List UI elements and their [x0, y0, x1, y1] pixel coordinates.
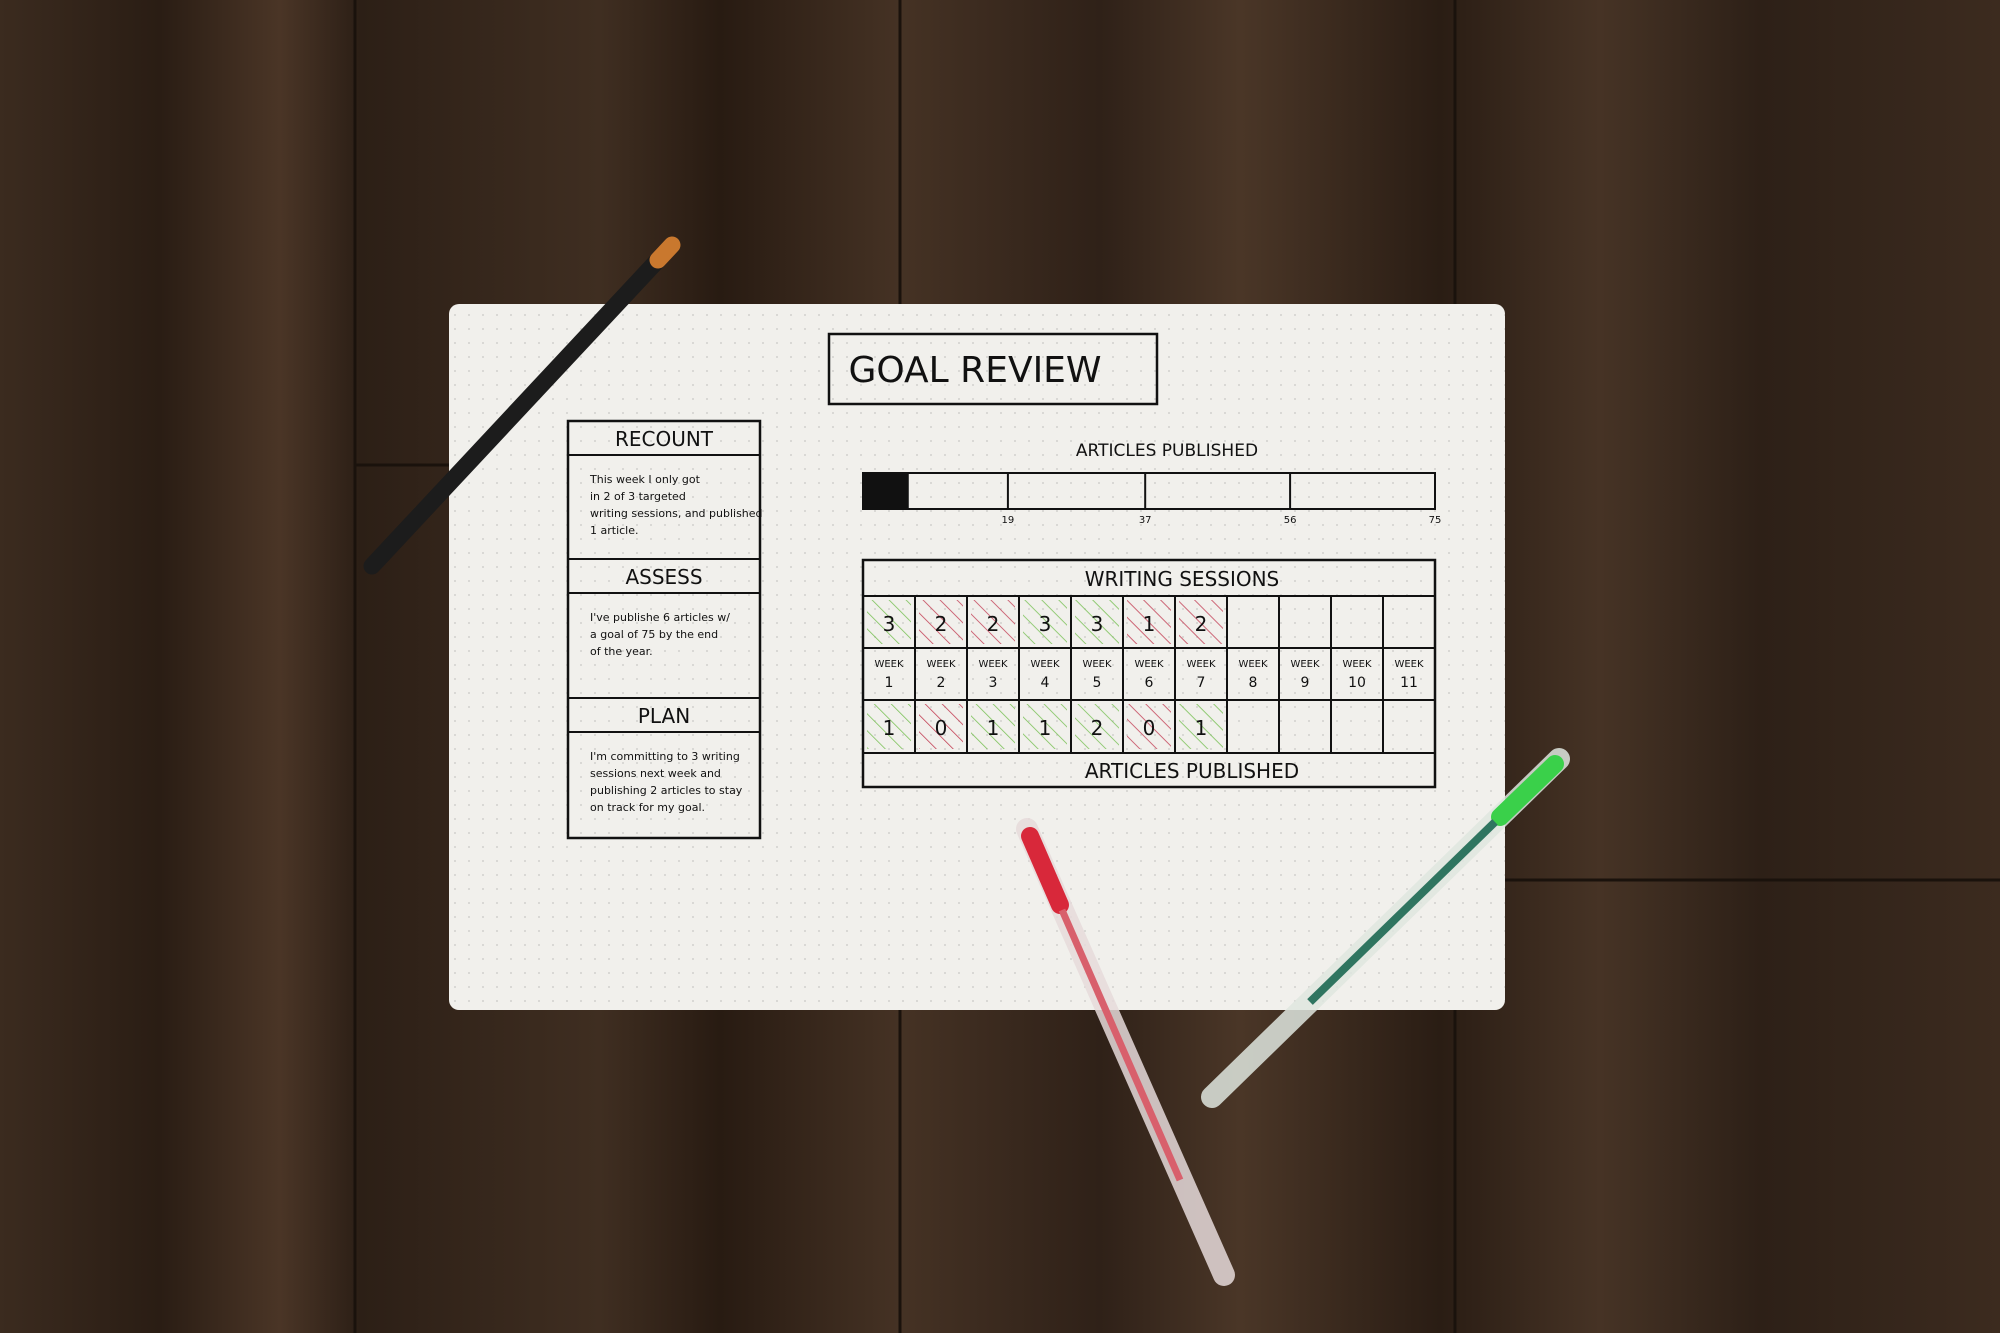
title-box: GOAL REVIEW: [827, 332, 1159, 406]
paper-sheet: [449, 304, 1505, 1010]
week-label: WEEK: [1342, 659, 1372, 670]
week-number: 5: [1093, 675, 1102, 691]
section-body-line: on track for my goal.: [590, 801, 705, 814]
progress-tick-label: 19: [1002, 515, 1015, 526]
article-count: 1: [1195, 716, 1208, 740]
section-body-line: I'm committing to 3 writing: [590, 750, 740, 763]
progress-chart: ARTICLES PUBLISHED 19 37 56 75: [862, 441, 1442, 526]
week-number: 4: [1041, 675, 1050, 691]
session-hatch-missed: [1127, 600, 1171, 644]
week-number: 2: [937, 675, 946, 691]
article-count: 2: [1091, 716, 1104, 740]
article-count: 1: [883, 716, 896, 740]
week-label: WEEK: [1238, 659, 1268, 670]
section-body-line: writing sessions, and published: [590, 507, 763, 520]
session-count: 3: [1091, 612, 1104, 636]
article-count: 0: [1143, 716, 1156, 740]
section-body-line: a goal of 75 by the end: [590, 628, 718, 641]
week-label: WEEK: [1290, 659, 1320, 670]
week-number: 10: [1348, 675, 1366, 691]
section-body-line: 1 article.: [590, 524, 639, 537]
article-hatch-met: [867, 704, 911, 749]
section-heading-plan: PLAN: [638, 704, 690, 728]
session-count: 3: [1039, 612, 1052, 636]
article-hatch-met: [1023, 704, 1067, 749]
session-count: 3: [883, 612, 896, 636]
table-footer: ARTICLES PUBLISHED: [1085, 759, 1299, 783]
progress-label: ARTICLES PUBLISHED: [1076, 441, 1258, 461]
week-label: WEEK: [1082, 659, 1112, 670]
progress-tick-label: 37: [1139, 515, 1152, 526]
article-count: 1: [1039, 716, 1052, 740]
table-header: WRITING SESSIONS: [1085, 567, 1280, 591]
section-heading-recount: RECOUNT: [615, 427, 714, 451]
session-count: 2: [1195, 612, 1208, 636]
section-body-line: This week I only got: [589, 473, 701, 486]
progress-tick-label: 75: [1429, 515, 1442, 526]
week-number: 8: [1249, 675, 1258, 691]
session-count: 2: [935, 612, 948, 636]
week-label: WEEK: [978, 659, 1008, 670]
section-body-line: in 2 of 3 targeted: [590, 490, 686, 503]
session-hatch-missed: [1179, 600, 1223, 644]
section-body-line: sessions next week and: [590, 767, 721, 780]
article-hatch-missed: [1127, 704, 1171, 749]
black-pen: [363, 236, 681, 575]
week-label: WEEK: [1030, 659, 1060, 670]
section-heading-assess: ASSESS: [625, 565, 702, 589]
page-title: GOAL REVIEW: [848, 350, 1101, 391]
week-number: 6: [1145, 675, 1154, 691]
section-body-line: I've publishe 6 articles w/: [590, 611, 730, 624]
week-label: WEEK: [1186, 659, 1216, 670]
article-hatch-missed: [919, 704, 963, 749]
article-hatch-met: [1179, 704, 1223, 749]
article-count: 0: [935, 716, 948, 740]
session-hatch-missed: [971, 600, 1015, 644]
session-count: 1: [1143, 612, 1156, 636]
week-number: 11: [1400, 675, 1418, 691]
red-pen: [1016, 818, 1235, 1286]
week-label: WEEK: [1134, 659, 1164, 670]
green-pen: [1201, 748, 1570, 1108]
week-label: WEEK: [926, 659, 956, 670]
week-number: 1: [885, 675, 894, 691]
article-hatch-met: [1075, 704, 1119, 749]
article-hatch-met: [971, 704, 1015, 749]
section-body-line: of the year.: [590, 645, 653, 658]
session-hatch-met: [867, 600, 911, 644]
week-label: WEEK: [1394, 659, 1424, 670]
week-number: 3: [989, 675, 998, 691]
progress-fill: [863, 473, 909, 509]
week-number: 9: [1301, 675, 1310, 691]
writing-sessions-table: WRITING SESSIONS ARTICLES PUBLISHED 3 1 WE…: [861, 558, 1437, 789]
session-hatch-missed: [919, 600, 963, 644]
week-number: 7: [1197, 675, 1206, 691]
section-body-line: publishing 2 articles to stay: [590, 784, 743, 797]
session-count: 2: [987, 612, 1000, 636]
session-hatch-met: [1075, 600, 1119, 644]
article-count: 1: [987, 716, 1000, 740]
week-label: WEEK: [874, 659, 904, 670]
left-panel: RECOUNT This week I only got in 2 of 3 tar…: [566, 419, 763, 840]
session-hatch-met: [1023, 600, 1067, 644]
progress-tick-label: 56: [1284, 515, 1297, 526]
